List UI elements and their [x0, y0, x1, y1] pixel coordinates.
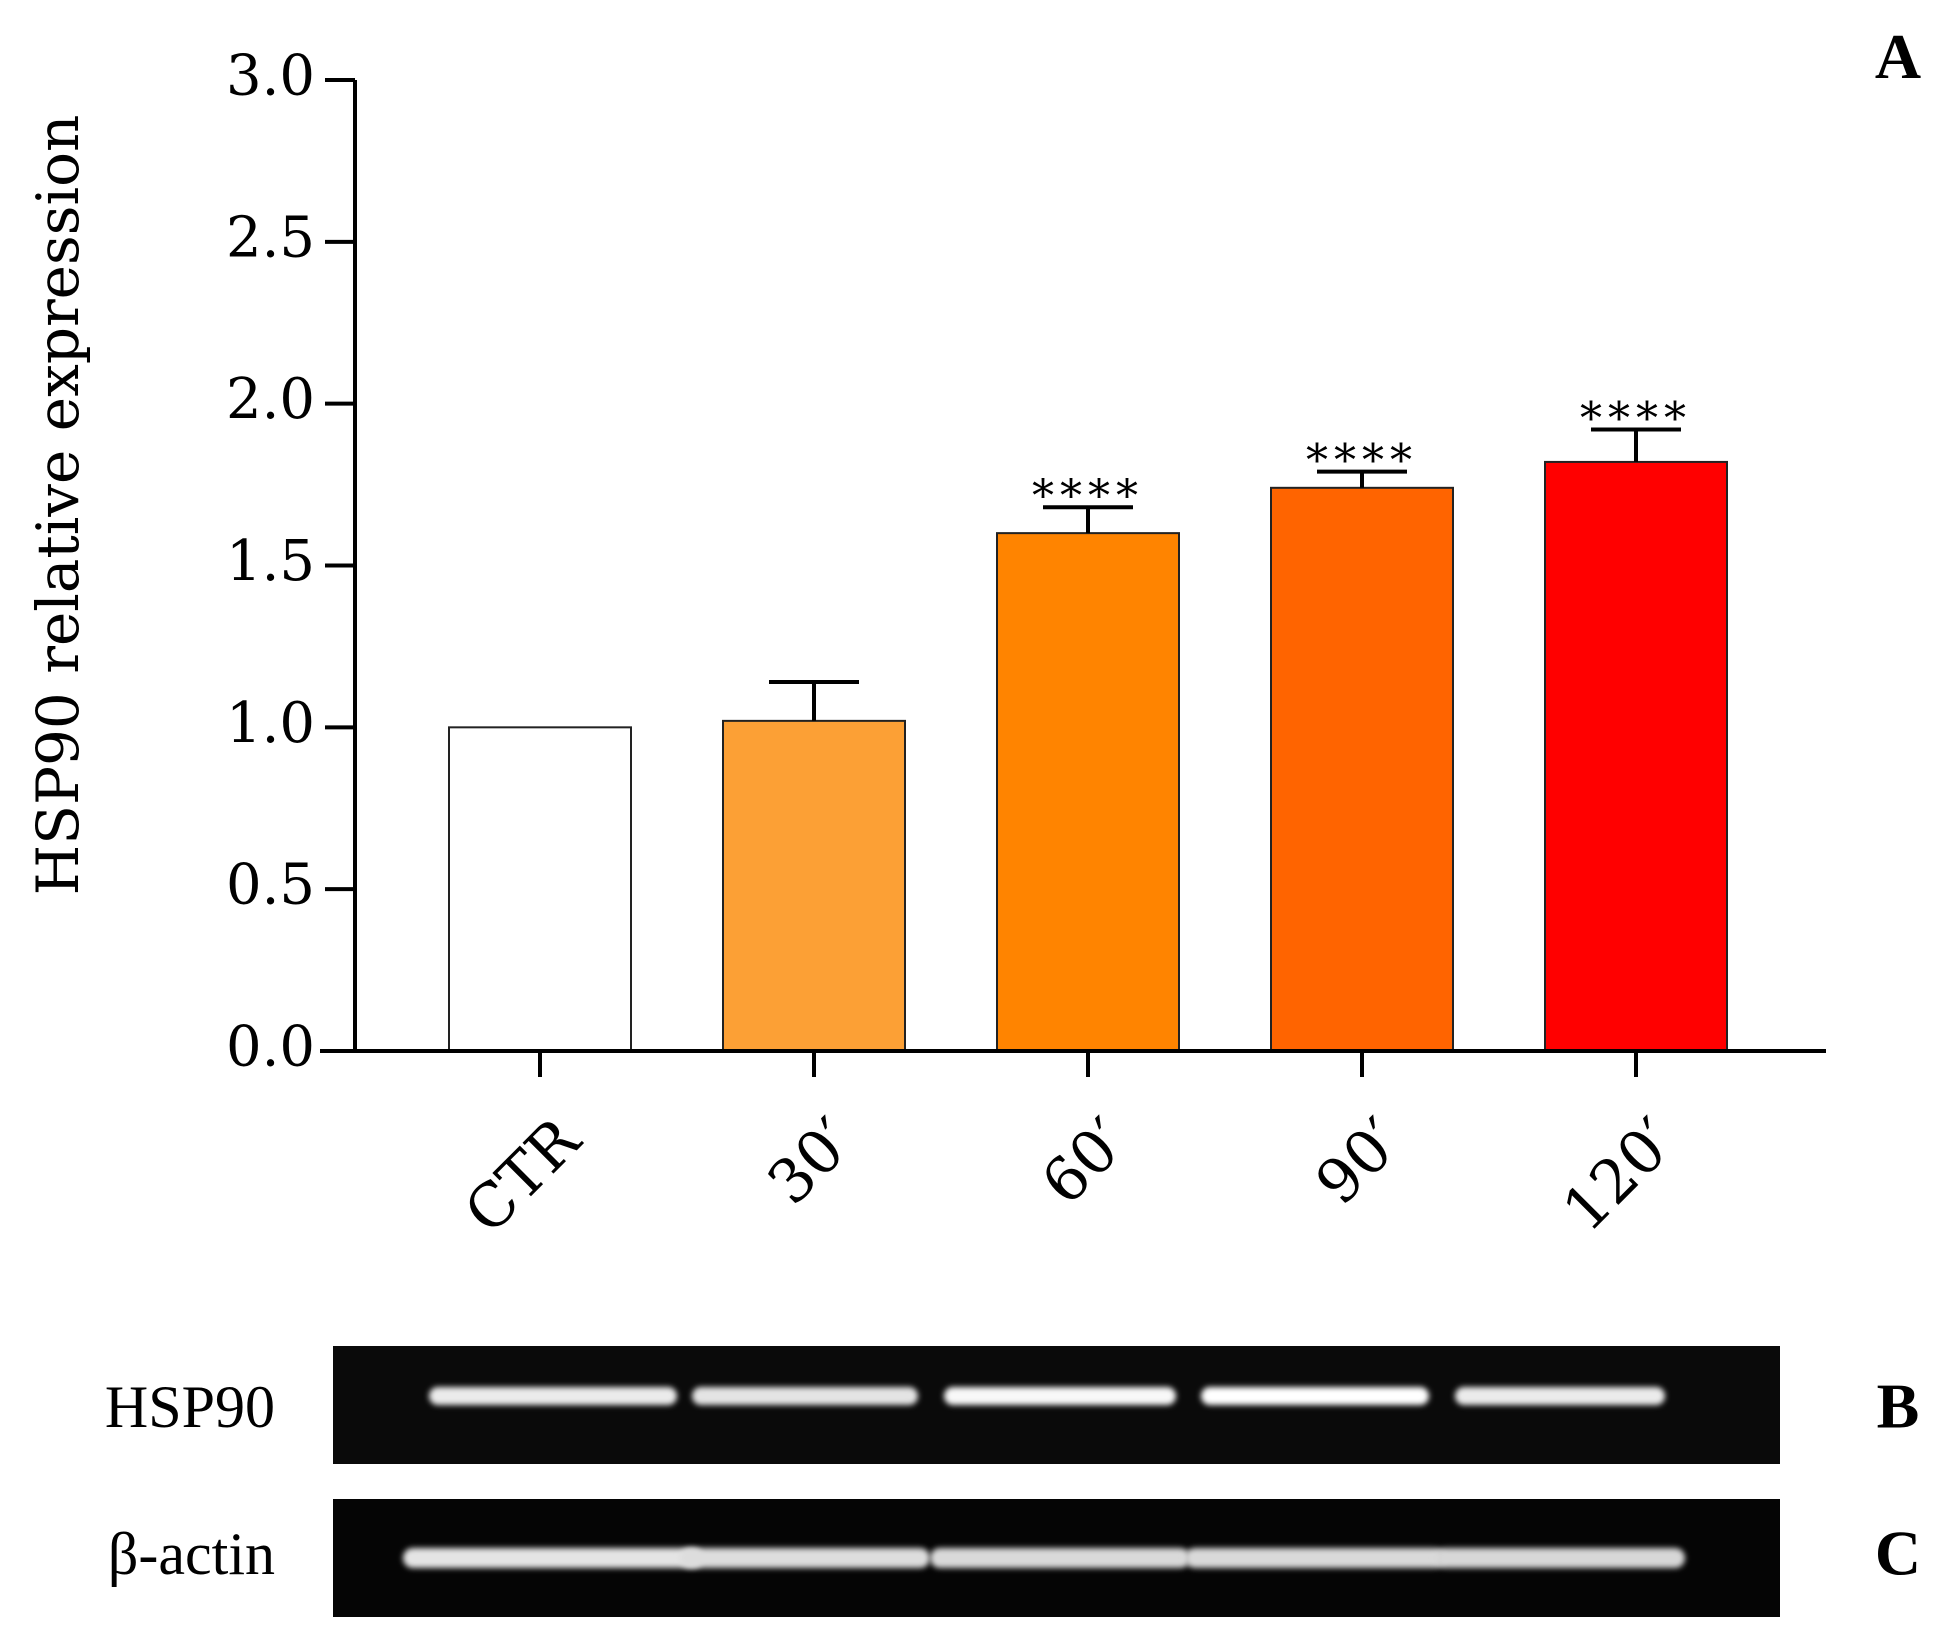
bar: [722, 719, 906, 1052]
y-tick-label: 0.5: [226, 853, 315, 918]
actin-bands: [403, 1548, 1685, 1568]
bars-group: **** **** ****: [448, 394, 1728, 1052]
y-tick-label: 2.5: [226, 205, 315, 270]
gel-band: [1185, 1548, 1445, 1568]
x-tick-label: 60′: [1029, 1105, 1142, 1218]
gel-band: [429, 1387, 677, 1405]
hsp90-bands: [429, 1387, 1665, 1405]
x-tick-label: CTR: [452, 1104, 595, 1247]
bar: [448, 726, 632, 1052]
panel-letter-b: B: [1877, 1371, 1920, 1442]
gel-band: [930, 1548, 1190, 1568]
panel-letter-a: A: [1875, 21, 1921, 92]
y-tick-label: 3.0: [226, 44, 315, 109]
gel-band: [692, 1387, 918, 1405]
y-tick-label: 2.0: [226, 367, 315, 432]
x-axis-ticks: CTR 30′ 60′ 90′ 120′: [452, 1051, 1690, 1247]
bar: [996, 532, 1180, 1052]
y-axis-ticks: 0.0 0.5 1.0 1.5 2.0 2.5 3.0: [226, 44, 355, 1080]
significance-label: ****: [1032, 471, 1144, 522]
gel-band: [1455, 1387, 1665, 1405]
significance-label: ****: [1580, 394, 1692, 445]
panel-letter-c: C: [1875, 1518, 1921, 1589]
x-tick-label: 120′: [1550, 1105, 1690, 1245]
x-tick-label: 90′: [1303, 1105, 1416, 1218]
y-tick-label: 0.0: [226, 1015, 315, 1080]
bar: [1270, 486, 1454, 1052]
x-tick-label: 30′: [755, 1105, 868, 1218]
gel-band: [1201, 1387, 1429, 1405]
gel-band: [944, 1387, 1176, 1405]
gel-band: [680, 1548, 930, 1568]
significance-label: ****: [1306, 436, 1418, 487]
y-tick-label: 1.0: [226, 691, 315, 756]
gel-band: [403, 1548, 703, 1568]
gel-label-actin: β-actin: [108, 1521, 275, 1587]
gel-label-hsp90: HSP90: [105, 1374, 275, 1440]
y-axis-label: HSP90 relative expression: [24, 115, 92, 896]
bar: [1544, 460, 1728, 1052]
gel-band: [1435, 1548, 1685, 1568]
y-tick-label: 1.5: [226, 529, 315, 594]
